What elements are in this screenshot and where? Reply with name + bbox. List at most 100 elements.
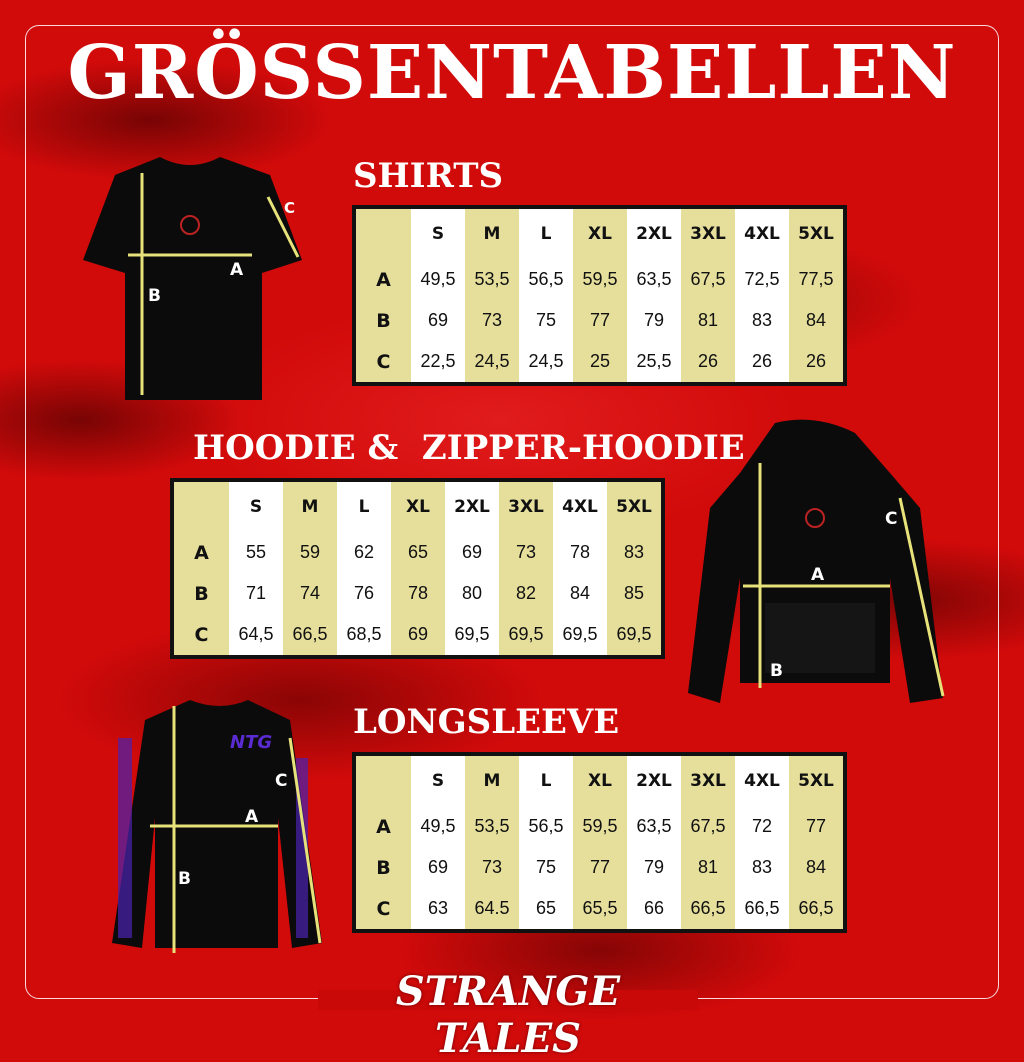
measurement-cell: 69 [411, 300, 465, 341]
svg-text:B: B [178, 869, 191, 889]
measurement-cell: 63,5 [627, 259, 681, 300]
size-header-2xl: 2XL [445, 480, 499, 532]
measurement-cell: 84 [789, 300, 845, 341]
svg-text:A: A [245, 807, 259, 827]
measurement-cell: 64,5 [229, 614, 283, 657]
size-header-m: M [465, 207, 519, 259]
measurement-cell: 72 [735, 806, 789, 847]
measurement-cell: 69 [391, 614, 445, 657]
table-row: B 69 73 75 77 79 81 83 84 [354, 847, 845, 888]
measurement-cell: 65,5 [573, 888, 627, 931]
svg-text:B: B [770, 661, 783, 681]
measurement-cell: 71 [229, 573, 283, 614]
longsleeve-heading: LONGSLEEVE [353, 702, 620, 742]
longsleeve-size-table: S M L XL 2XL 3XL 4XL 5XL A 49,5 53,5 56,5 59,5 63,5 67… [352, 752, 847, 933]
tshirt-illustration: A B C [83, 157, 302, 400]
row-label: A [376, 815, 391, 838]
table-row: A 55 59 62 65 69 73 78 83 [172, 532, 663, 573]
size-header-5xl: 5XL [789, 207, 845, 259]
measurement-cell: 59,5 [573, 259, 627, 300]
measurement-cell: 84 [789, 847, 845, 888]
row-label: B [376, 856, 391, 879]
measurement-cell: 80 [445, 573, 499, 614]
measurement-cell: 66,5 [735, 888, 789, 931]
size-header-l: L [519, 207, 573, 259]
measurement-cell: 63,5 [627, 806, 681, 847]
measurement-cell: 73 [465, 300, 519, 341]
measurement-cell: 72,5 [735, 259, 789, 300]
shirts-size-table: S M L XL 2XL 3XL 4XL 5XL A 49,5 53,5 56,5 59,5 63,5 67… [352, 205, 847, 386]
measurement-cell: 77,5 [789, 259, 845, 300]
size-header-m: M [283, 480, 337, 532]
svg-text:C: C [885, 509, 897, 529]
header-row: S M L XL 2XL 3XL 4XL 5XL [354, 754, 845, 806]
measurement-cell: 73 [465, 847, 519, 888]
measurement-cell: 77 [573, 847, 627, 888]
size-header-4xl: 4XL [553, 480, 607, 532]
table-row: A 49,5 53,5 56,5 59,5 63,5 67,5 72,5 77,5 [354, 259, 845, 300]
measurement-cell: 83 [735, 300, 789, 341]
table-row: B 69 73 75 77 79 81 83 84 [354, 300, 845, 341]
measurement-cell: 24,5 [519, 341, 573, 384]
row-label: C [376, 897, 391, 920]
svg-text:C: C [275, 771, 287, 791]
measurement-cell: 49,5 [411, 259, 465, 300]
svg-text:NTG: NTG [230, 732, 272, 753]
measurement-cell: 85 [607, 573, 663, 614]
measurement-cell: 67,5 [681, 259, 735, 300]
size-header-3xl: 3XL [681, 754, 735, 806]
measurement-cell: 81 [681, 300, 735, 341]
measurement-cell: 73 [499, 532, 553, 573]
measurement-cell: 26 [789, 341, 845, 384]
table-row: C 63 64.5 65 65,5 66 66,5 66,5 66,5 [354, 888, 845, 931]
corner-cell [354, 754, 411, 806]
measurement-cell: 56,5 [519, 806, 573, 847]
table-row: C 64,5 66,5 68,5 69 69,5 69,5 69,5 69,5 [172, 614, 663, 657]
measurement-cell: 66,5 [681, 888, 735, 931]
size-header-2xl: 2XL [627, 207, 681, 259]
frame-gap [318, 990, 698, 1010]
measurement-cell: 83 [607, 532, 663, 573]
hoodie-illustration: A B C [688, 419, 945, 703]
measurement-cell: 65 [519, 888, 573, 931]
shirts-heading: SHIRTS [353, 156, 504, 196]
size-header-4xl: 4XL [735, 754, 789, 806]
svg-text:C: C [284, 199, 295, 217]
measurement-cell: 69 [445, 532, 499, 573]
hoodie-size-table: S M L XL 2XL 3XL 4XL 5XL A 55 59 62 65 69 73 78 83 B 71 74 7… [170, 478, 665, 659]
table-row: C 22,5 24,5 24,5 25 25,5 26 26 26 [354, 341, 845, 384]
measurement-cell: 66,5 [283, 614, 337, 657]
measurement-cell: 78 [391, 573, 445, 614]
measurement-cell: 77 [789, 806, 845, 847]
measurement-cell: 78 [553, 532, 607, 573]
measurement-cell: 67,5 [681, 806, 735, 847]
hoodie-heading: HOODIE & ZIPPER-HOODIE [193, 428, 745, 468]
size-header-xl: XL [573, 754, 627, 806]
measurement-cell: 25 [573, 341, 627, 384]
measurement-cell: 53,5 [465, 259, 519, 300]
row-label: B [194, 582, 209, 605]
measurement-cell: 53,5 [465, 806, 519, 847]
measurement-cell: 66 [627, 888, 681, 931]
measurement-cell: 66,5 [789, 888, 845, 931]
measurement-cell: 24,5 [465, 341, 519, 384]
size-header-5xl: 5XL [789, 754, 845, 806]
page-title: GRÖSSENTABELLEN [67, 30, 957, 116]
measurement-cell: 69,5 [445, 614, 499, 657]
size-header-3xl: 3XL [681, 207, 735, 259]
size-header-s: S [229, 480, 283, 532]
measurement-cell: 64.5 [465, 888, 519, 931]
measurement-cell: 59 [283, 532, 337, 573]
measurement-cell: 25,5 [627, 341, 681, 384]
size-header-4xl: 4XL [735, 207, 789, 259]
table-row: B 71 74 76 78 80 82 84 85 [172, 573, 663, 614]
size-header-s: S [411, 754, 465, 806]
measurement-cell: 65 [391, 532, 445, 573]
row-label: A [194, 541, 209, 564]
measurement-cell: 26 [681, 341, 735, 384]
svg-text:A: A [811, 565, 825, 585]
measurement-cell: 83 [735, 847, 789, 888]
measurement-cell: 84 [553, 573, 607, 614]
measurement-cell: 63 [411, 888, 465, 931]
measurement-cell: 69,5 [607, 614, 663, 657]
